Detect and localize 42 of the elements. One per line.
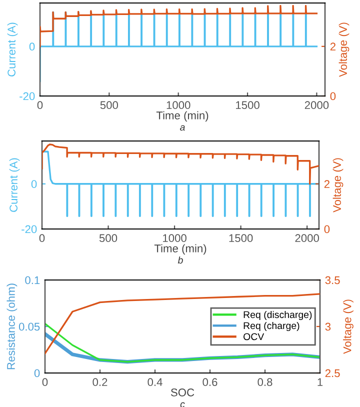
x-axis-title: Time (min) xyxy=(154,244,206,255)
y2-tick-label: 3 xyxy=(325,322,331,331)
text: b xyxy=(178,256,183,264)
x-tick-label: 2000 xyxy=(304,101,329,110)
y-axis-title: Resistance (ohm) xyxy=(6,284,18,370)
text: a xyxy=(180,125,185,131)
x-tick-label: 0.8 xyxy=(258,378,272,386)
y-tick-label: -20 xyxy=(20,92,35,100)
x-tick-label: 1 xyxy=(318,378,323,386)
x-tick-label: 500 xyxy=(99,234,118,242)
x-axis-title: SOC xyxy=(170,388,194,396)
legend-label: Req (discharge) xyxy=(244,310,312,320)
x-tick-label: 0 xyxy=(42,378,48,386)
y2-axis-title: Voltage (V) xyxy=(332,158,344,212)
y2-axis-title: Voltage (V) xyxy=(338,22,350,77)
y-tick-label: 0 xyxy=(29,42,35,51)
x-tick-label: 1500 xyxy=(236,101,260,110)
x-tick-label: 500 xyxy=(100,101,118,110)
legend-label: Req (charge) xyxy=(244,322,300,332)
x-tick-label: 1000 xyxy=(163,234,186,242)
x-tick-label: 0.6 xyxy=(202,378,218,386)
y2-tick-label: 2.5 xyxy=(325,369,340,378)
x-tick-label: 0.2 xyxy=(92,378,108,386)
y-axis-title: Current (A) xyxy=(9,158,20,212)
x-tick-label: 2000 xyxy=(295,234,319,242)
x-tick-label: 1000 xyxy=(166,101,190,110)
y2-tick-label: 2 xyxy=(330,42,336,50)
y2-tick-label: 0 xyxy=(330,92,336,100)
legend-label: OCV xyxy=(244,333,264,340)
y-tick-label: 0 xyxy=(31,180,37,188)
y2-tick-label: 0 xyxy=(324,225,330,234)
y-tick-label: 0.05 xyxy=(18,322,40,331)
y-axis-title: Current (A) xyxy=(7,22,18,76)
x-tick-label: 1500 xyxy=(229,234,253,242)
y2-axis-title: Voltage (V) xyxy=(343,300,354,354)
x-axis-title: Time (min) xyxy=(156,111,208,122)
x-tick-label: 0.4 xyxy=(148,378,162,386)
y-tick-label: 0 xyxy=(34,369,40,378)
y2-tick-label: 3.5 xyxy=(325,276,340,284)
y2-tick-label: 2 xyxy=(324,180,330,188)
y-tick-label: 0.1 xyxy=(25,276,40,284)
y-tick-label: -20 xyxy=(22,225,37,234)
